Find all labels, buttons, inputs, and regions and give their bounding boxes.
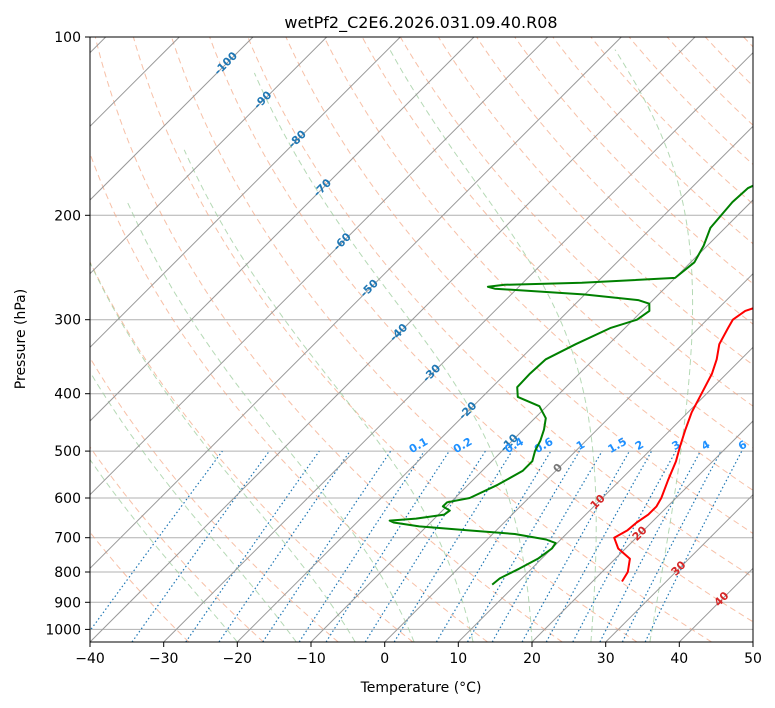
- moist-adiabat-line: [614, 49, 694, 642]
- y-tick-label: 700: [54, 531, 81, 547]
- y-tick-label: 800: [54, 565, 81, 581]
- temperature-profile-line: [613, 307, 753, 583]
- moist-adiabat-line: [90, 458, 238, 642]
- x-tick-label: 50: [744, 651, 762, 667]
- isotherm-line: [90, 37, 622, 570]
- mixing-ratio-line: [325, 450, 450, 642]
- mixing-ratio-line: [90, 450, 223, 632]
- y-axis-label: Pressure (hPa): [13, 289, 29, 389]
- x-tick-label: 20: [523, 651, 541, 667]
- y-tick-label: 400: [54, 387, 81, 403]
- isotherm-line: [90, 37, 696, 642]
- dry-adiabat-line: [514, 37, 753, 285]
- y-axis: 100 200 300 400 500 600 700 800 900 1000: [45, 30, 90, 638]
- moist-adiabat-line: [389, 49, 597, 642]
- moist-adiabat-line: [126, 201, 415, 642]
- mixing-ratio-line: [185, 450, 320, 642]
- mixing-ratio-line: [599, 450, 702, 642]
- background-lines: [90, 37, 753, 642]
- isotherm-line: [236, 125, 753, 642]
- isotherm-line: [384, 272, 753, 642]
- x-tick-label: −40: [75, 651, 105, 667]
- y-tick-label: 900: [54, 595, 81, 611]
- x-axis-label: Temperature (°C): [360, 680, 482, 696]
- moist-adiabat-line: [183, 149, 474, 642]
- dry-adiabat-line: [209, 37, 753, 623]
- y-tick-label: 300: [54, 313, 81, 329]
- mixing-ratio-label: 8: [758, 438, 771, 453]
- mixing-ratio-label: 0.2: [451, 435, 474, 456]
- dry-adiabat-line: [743, 37, 753, 48]
- mixing-ratio-line: [364, 450, 486, 642]
- mixing-ratio-line: [644, 450, 743, 642]
- x-tick-label: −30: [149, 651, 179, 667]
- series-layer: [388, 184, 753, 586]
- x-tick-label: 10: [449, 651, 467, 667]
- dry-adiabat-line: [704, 37, 753, 87]
- dry-adiabat-line: [90, 356, 339, 642]
- mixing-ratio-line: [298, 450, 425, 642]
- x-tick-label: 40: [670, 651, 688, 667]
- dry-adiabat-line: [399, 37, 753, 407]
- isotherm-line: [90, 37, 254, 201]
- x-tick-label: −20: [223, 651, 253, 667]
- mixing-ratio-line: [262, 450, 392, 642]
- overlay-labels: -100-90-80-70-60-50-40-30-20-10010203040…: [211, 49, 771, 609]
- dry-adiabat-line: [94, 37, 563, 642]
- mixing-ratio-line: [466, 450, 580, 642]
- dry-adiabat-line: [171, 37, 712, 642]
- mixing-ratio-line: [572, 450, 677, 642]
- isotherm-line: [90, 37, 328, 275]
- plot-frame: [89, 36, 754, 643]
- y-tick-label: 600: [54, 491, 81, 507]
- isotherm-line: [90, 37, 475, 422]
- isotherm-line: [605, 493, 753, 642]
- x-tick-label: −10: [296, 651, 326, 667]
- dry-adiabat-line: [90, 152, 488, 642]
- mixing-ratio-line: [521, 450, 631, 642]
- isotherm-line: [90, 37, 401, 349]
- isotherm-line: [678, 567, 753, 642]
- mixing-ratio-line: [545, 450, 653, 642]
- moist-adiabat-line: [90, 370, 297, 642]
- isotherm-line: [90, 37, 549, 496]
- mixing-ratio-line: [393, 450, 513, 642]
- dry-adiabat-line: [476, 37, 753, 325]
- mixing-ratio-line: [131, 450, 270, 642]
- isotherm-line: [310, 199, 753, 642]
- dry-adiabat-line: [323, 37, 753, 491]
- dry-adiabat-line: [132, 37, 638, 642]
- dewpoint-profile-line: [388, 184, 753, 586]
- x-tick-label: 30: [597, 651, 615, 667]
- isotherm-line: [752, 641, 753, 642]
- mixing-ratio-label: 1.5: [606, 435, 629, 456]
- isotherm-line: [531, 420, 753, 642]
- mixing-ratio-line: [218, 450, 351, 642]
- chart-title: wetPf2_C2E6.2026.031.09.40.R08: [284, 13, 557, 33]
- y-tick-label: 500: [54, 444, 81, 460]
- dry-adiabat-line: [90, 260, 414, 642]
- dry-adiabat-line: [247, 37, 753, 578]
- mixing-ratio-line: [435, 450, 552, 642]
- dry-adiabat-line: [90, 446, 264, 642]
- dry-adiabat-line: [628, 37, 753, 166]
- y-tick-label: 100: [54, 30, 81, 46]
- moist-adiabat-line: [253, 72, 533, 642]
- y-tick-label: 1000: [45, 622, 81, 638]
- moist-adiabat-line: [90, 261, 356, 642]
- x-tick-label: 0: [380, 651, 389, 667]
- y-tick-label: 200: [54, 208, 81, 224]
- isotherm-line: [163, 51, 753, 642]
- x-axis: −40 −30 −20 −10 0 10 20 30 40 50: [75, 642, 762, 667]
- dry-adiabat-line: [590, 37, 753, 205]
- dry-adiabat-line: [437, 37, 753, 366]
- isotherm-line: [457, 346, 753, 642]
